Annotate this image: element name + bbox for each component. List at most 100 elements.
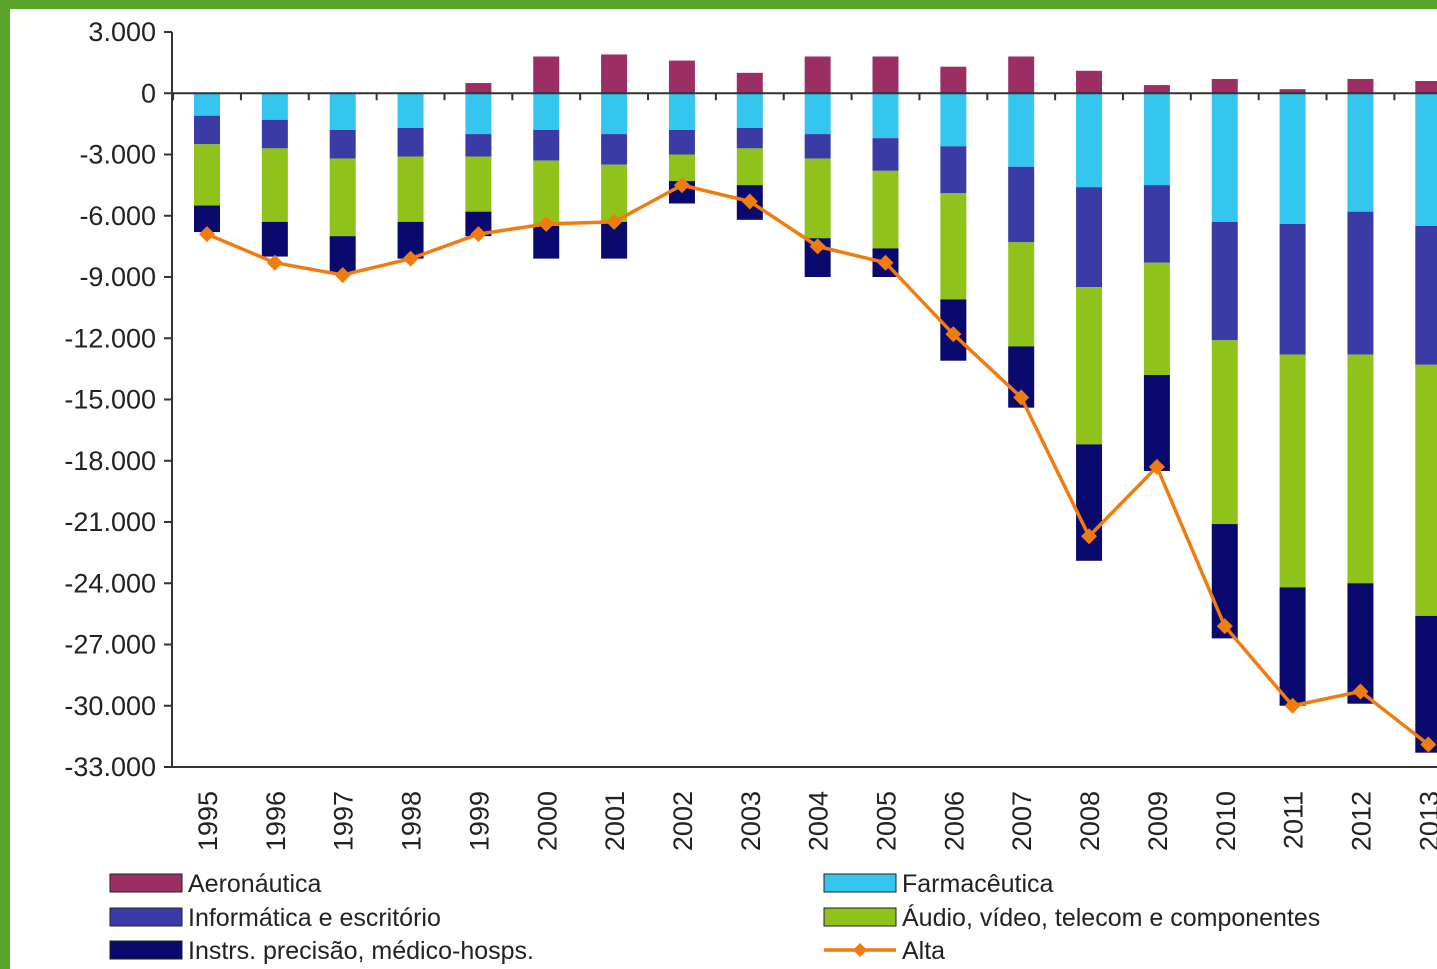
bar-segment-farmac-utica-2001	[601, 93, 628, 135]
alta-point-1997	[334, 266, 351, 283]
alta-point-2013	[1420, 736, 1437, 753]
bar-segment-farmac-utica-1996	[261, 93, 288, 120]
bar-segment-farmac-utica-2006	[940, 93, 967, 147]
x-tick-label-1995: 1995	[193, 791, 223, 851]
x-tick-label-2008: 2008	[1075, 791, 1105, 851]
bar-segment--udio-v-deo-telecom-e-componentes-1995	[194, 144, 220, 206]
y-tick-label: -24.000	[64, 568, 156, 598]
y-tick-label: 3.000	[88, 17, 156, 47]
x-tick-label-2001: 2001	[600, 791, 630, 851]
bar-segment-farmac-utica-1999	[465, 93, 492, 135]
bar-segment--udio-v-deo-telecom-e-componentes-2013	[1415, 364, 1437, 616]
legend-label-instrs-precis-o-m-dico-hosps-: Instrs. precisão, médico-hosps.	[188, 937, 534, 965]
bar-segment-farmac-utica-2011	[1279, 93, 1306, 224]
x-tick-label-2010: 2010	[1211, 791, 1241, 851]
bar-segment-aeron-utica-2010	[1211, 78, 1238, 94]
x-tick-label-2007: 2007	[1007, 791, 1037, 851]
bar-segment--udio-v-deo-telecom-e-componentes-1998	[397, 156, 424, 222]
y-tick-label: -15.000	[64, 385, 156, 415]
alta-point-2000	[538, 215, 555, 232]
legend-label-farmac-utica: Farmacêutica	[902, 870, 1054, 898]
x-tick-label-2013: 2013	[1414, 791, 1437, 851]
bar-segment-inform-tica-e-escrit-rio-2010	[1211, 221, 1238, 341]
bar-segment-aeron-utica-2007	[1008, 56, 1035, 94]
alta-point-2001	[606, 213, 623, 230]
chart-frame: 3.000 0 -3.000 -6.000 -9.000 -12.000 -15.000 -1…	[10, 9, 1437, 969]
x-tick-label-2009: 2009	[1143, 791, 1173, 851]
bar-segment-farmac-utica-1998	[397, 93, 424, 128]
x-tick-label-2012: 2012	[1346, 791, 1376, 851]
bar-segment-aeron-utica-2000	[533, 56, 560, 94]
bar-segment-inform-tica-e-escrit-rio-2006	[940, 146, 967, 194]
bar-segment-aeron-utica-2008	[1076, 70, 1103, 94]
bar-segment-aeron-utica-2002	[668, 60, 695, 94]
x-tick-label-2000: 2000	[532, 791, 562, 851]
y-tick-label: -9.000	[79, 262, 156, 292]
bar-segment-inform-tica-e-escrit-rio-2012	[1347, 211, 1374, 355]
y-tick-label: -33.000	[64, 752, 156, 782]
bar-segment--udio-v-deo-telecom-e-componentes-2004	[804, 158, 831, 239]
alta-point-2011	[1284, 697, 1301, 714]
bar-segment-inform-tica-e-escrit-rio-1998	[397, 127, 424, 157]
bar-segment-farmac-utica-1995	[194, 93, 220, 116]
alta-point-2006	[945, 326, 962, 343]
bar-segment-inform-tica-e-escrit-rio-2011	[1279, 223, 1306, 355]
bar-segment--udio-v-deo-telecom-e-componentes-1996	[261, 148, 288, 222]
bar-segment-inform-tica-e-escrit-rio-2005	[872, 138, 899, 171]
bar-segment-aeron-utica-2005	[872, 56, 899, 94]
bar-segment-inform-tica-e-escrit-rio-1995	[194, 115, 220, 145]
bar-segment--udio-v-deo-telecom-e-componentes-2005	[872, 170, 899, 249]
bar-segment--udio-v-deo-telecom-e-componentes-2000	[533, 160, 560, 226]
legend-swatch-aeron-utica	[109, 873, 183, 893]
y-tick-label: -12.000	[64, 323, 156, 353]
bar-segment--udio-v-deo-telecom-e-componentes-2003	[736, 148, 763, 186]
alta-point-2003	[741, 193, 758, 210]
alta-point-2007	[1013, 389, 1030, 406]
legend-label-alta: Alta	[902, 937, 945, 965]
alta-point-2002	[673, 177, 690, 194]
bar-segment-farmac-utica-2012	[1347, 93, 1374, 212]
alta-point-2009	[1148, 458, 1165, 475]
bar-segment-farmac-utica-2003	[736, 93, 763, 128]
bar-segment-inform-tica-e-escrit-rio-1996	[261, 119, 288, 149]
y-tick-label: 0	[141, 78, 156, 108]
x-tick-label-1999: 1999	[464, 791, 494, 851]
x-tick-label-2004: 2004	[804, 791, 834, 851]
bar-segment--udio-v-deo-telecom-e-componentes-2002	[668, 154, 695, 182]
x-tick-label-2003: 2003	[736, 791, 766, 851]
bar-segment-inform-tica-e-escrit-rio-1999	[465, 134, 492, 157]
bar-segment-inform-tica-e-escrit-rio-2008	[1076, 187, 1103, 288]
alta-point-2008	[1081, 528, 1098, 545]
alta-point-2012	[1352, 683, 1369, 700]
bar-segment-aeron-utica-2006	[940, 66, 967, 94]
x-tick-label-2002: 2002	[668, 791, 698, 851]
x-tick-label-2005: 2005	[872, 791, 902, 851]
legend-label-inform-tica-e-escrit-rio: Informática e escritório	[188, 904, 441, 932]
bar-segment-farmac-utica-2005	[872, 93, 899, 139]
bar-segment-aeron-utica-2001	[601, 54, 628, 94]
legend-swatch-instrs-precis-o-m-dico-hosps-	[109, 940, 183, 960]
bar-segment--udio-v-deo-telecom-e-componentes-1999	[465, 156, 492, 212]
legend-swatch--udio-v-deo-telecom-e-componentes	[823, 907, 897, 927]
bar-segment-inform-tica-e-escrit-rio-2001	[601, 134, 628, 165]
y-tick-label: -21.000	[64, 507, 156, 537]
bar-segment-farmac-utica-2007	[1008, 93, 1035, 167]
bar-segment-instrs-precis-o-m-dico-hosps--2009	[1143, 375, 1170, 471]
bar-segment-aeron-utica-2012	[1347, 78, 1374, 94]
bar-segment-farmac-utica-2013	[1415, 93, 1437, 226]
bar-segment-farmac-utica-2002	[668, 93, 695, 130]
bar-segment-inform-tica-e-escrit-rio-2009	[1143, 185, 1170, 263]
bar-segment-aeron-utica-2004	[804, 56, 831, 94]
y-tick-label: -6.000	[79, 201, 156, 231]
alta-point-2010	[1216, 618, 1233, 635]
y-tick-label: -27.000	[64, 630, 156, 660]
legend-marker-alta	[853, 943, 867, 957]
alta-point-1996	[266, 254, 283, 271]
bar-segment-aeron-utica-2013	[1415, 81, 1437, 94]
bar-segment-inform-tica-e-escrit-rio-1997	[329, 130, 356, 159]
bar-segment-inform-tica-e-escrit-rio-2013	[1415, 225, 1437, 365]
bar-segment-inform-tica-e-escrit-rio-2000	[533, 130, 560, 161]
legend-swatch-inform-tica-e-escrit-rio	[109, 907, 183, 927]
bar-segment-inform-tica-e-escrit-rio-2002	[668, 130, 695, 155]
bar-segment--udio-v-deo-telecom-e-componentes-2001	[601, 164, 628, 222]
